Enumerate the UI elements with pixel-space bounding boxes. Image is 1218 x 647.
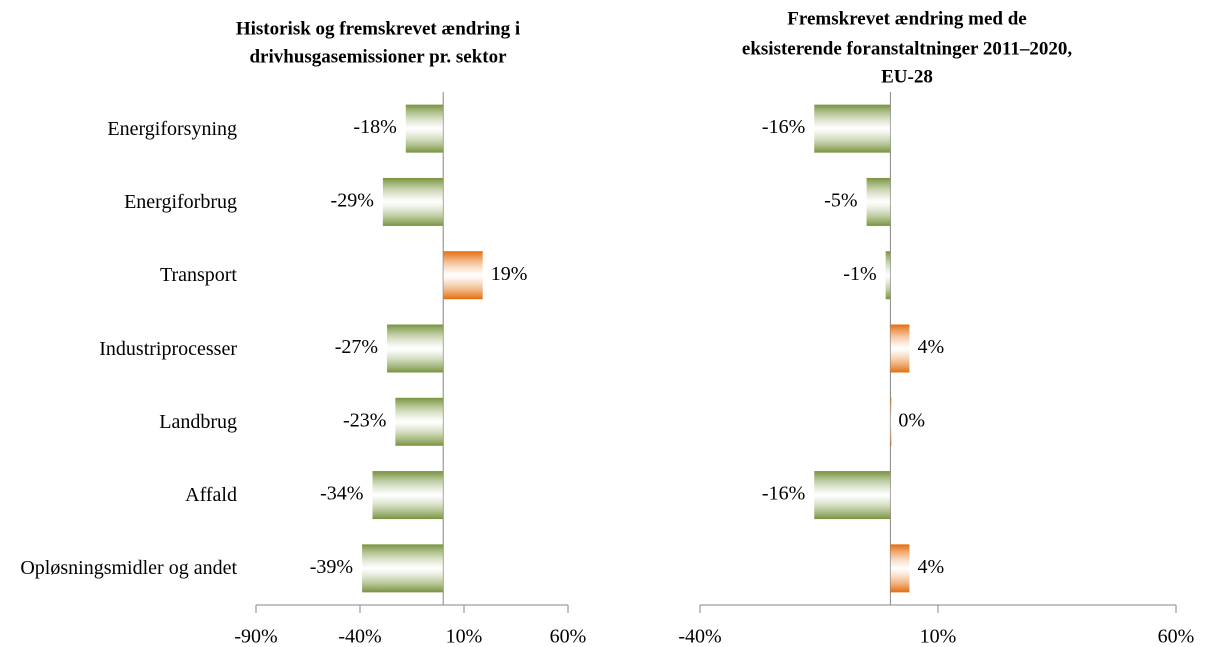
x-tick-label: 10% <box>446 626 483 647</box>
x-tick-label: 60% <box>1158 626 1195 647</box>
data-label: 4% <box>917 556 944 578</box>
data-label: -1% <box>843 263 876 285</box>
chart-title: Historisk og fremskrevet ændring i <box>236 18 520 39</box>
bar <box>885 251 891 300</box>
chart-title: eksisterende foranstaltninger 2011–2020, <box>742 38 1072 59</box>
category-label: Industriprocesser <box>99 337 237 360</box>
x-tick-label: 10% <box>920 626 957 647</box>
data-label: -5% <box>824 190 857 212</box>
x-tick-label: -90% <box>234 626 277 647</box>
data-label: -16% <box>762 483 805 505</box>
category-label: Opløsningsmidler og andet <box>20 557 237 580</box>
category-label: Affald <box>185 484 237 507</box>
chart-title: drivhusgasemissioner pr. sektor <box>249 46 507 67</box>
data-label: -23% <box>343 409 386 431</box>
chart-title: Fremskrevet ændring med de <box>787 8 1026 29</box>
category-label: Energiforsyning <box>107 117 237 140</box>
data-label: -16% <box>762 116 805 138</box>
bar <box>866 177 891 226</box>
bar <box>443 251 483 300</box>
data-label: -29% <box>331 190 374 212</box>
bar <box>395 397 444 446</box>
x-tick-label: -40% <box>678 626 721 647</box>
x-tick-label: 60% <box>550 626 587 647</box>
bar <box>890 324 910 373</box>
bar <box>405 104 444 153</box>
bar <box>890 544 910 593</box>
data-label: -39% <box>310 556 353 578</box>
bar <box>814 104 891 153</box>
bar <box>372 471 444 520</box>
category-label: Energiforbrug <box>124 190 237 213</box>
category-label: Transport <box>159 264 237 287</box>
data-label: 0% <box>898 409 925 431</box>
data-label: -18% <box>353 116 396 138</box>
bar <box>387 324 444 373</box>
bar <box>814 471 891 520</box>
bar <box>382 177 444 226</box>
chart-title: EU-28 <box>881 66 933 87</box>
data-label: -27% <box>335 336 378 358</box>
data-label: 19% <box>491 263 528 285</box>
data-label: 4% <box>917 336 944 358</box>
category-label: Landbrug <box>159 410 237 433</box>
bar <box>890 397 892 446</box>
x-tick-label: -40% <box>338 626 381 647</box>
bar <box>362 544 444 593</box>
data-label: -34% <box>320 483 363 505</box>
